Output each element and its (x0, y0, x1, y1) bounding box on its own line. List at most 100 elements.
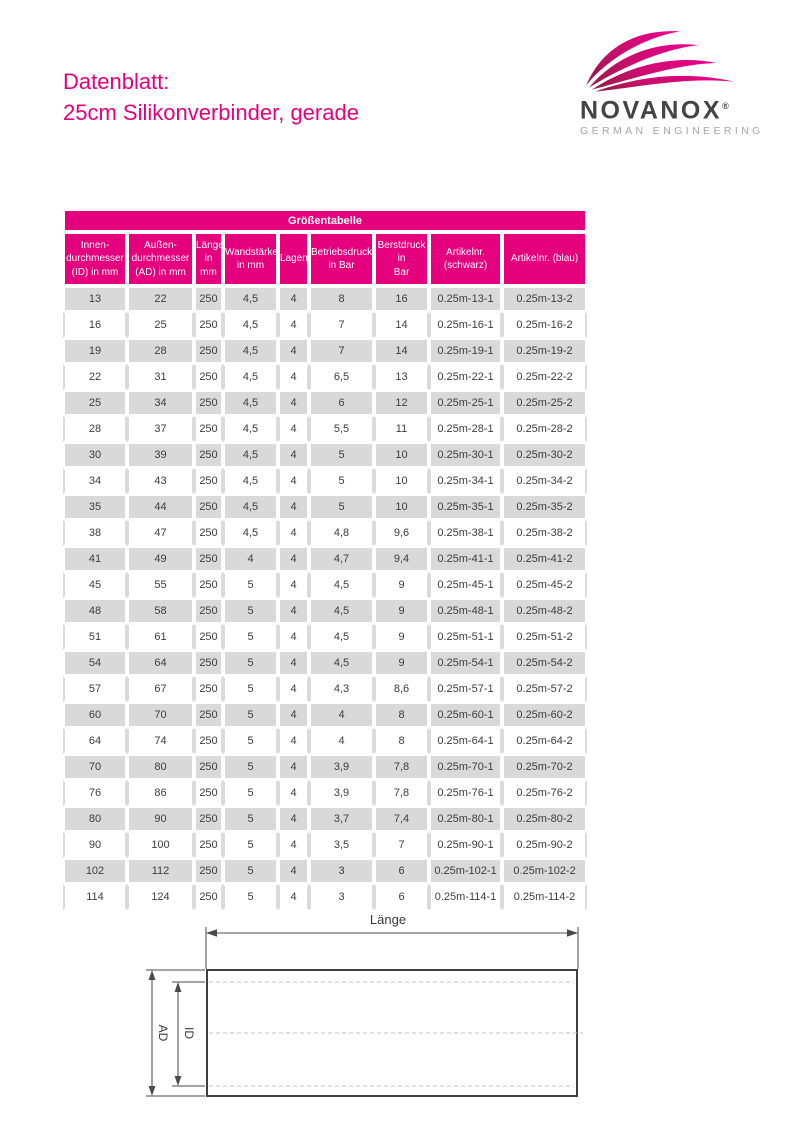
table-cell: 0.25m-60-1 (429, 702, 502, 728)
table-cell: 12 (374, 390, 429, 416)
logo-wordmark: NOVANOX® (580, 93, 756, 123)
table-cell: 4,5 (223, 494, 278, 520)
table-cell: 250 (194, 390, 223, 416)
table-cell: 4,3 (309, 676, 374, 702)
table-cell: 0.25m-57-1 (429, 676, 502, 702)
table-cell: 250 (194, 598, 223, 624)
table-cell: 16 (63, 312, 127, 338)
table-cell: 76 (63, 780, 127, 806)
table-cell: 250 (194, 364, 223, 390)
table-cell: 0.25m-60-2 (502, 702, 588, 728)
column-header: Lagen (278, 232, 309, 286)
table-cell: 250 (194, 728, 223, 754)
table-cell: 0.25m-76-2 (502, 780, 588, 806)
table-cell: 4 (278, 624, 309, 650)
table-row: 70 80 250 5 4 3,9 7,8 0.25m-70-1 0.25m-70-2 (63, 754, 588, 780)
table-row: 28 37 250 4,5 4 5,5 11 0.25m-28-1 0.25m-28-2 (63, 416, 588, 442)
table-cell: 4 (278, 650, 309, 676)
table-cell: 250 (194, 442, 223, 468)
table-cell: 0.25m-38-2 (502, 520, 588, 546)
table-cell: 19 (63, 338, 127, 364)
table-cell: 4,7 (309, 546, 374, 572)
table-cell: 0.25m-90-2 (502, 832, 588, 858)
table-cell: 4 (278, 494, 309, 520)
table-row: 102 112 250 5 4 3 6 0.25m-102-1 0.25m-102-2 (63, 858, 588, 884)
logo-brand-text: NOVANOX (580, 96, 723, 125)
table-cell: 10 (374, 494, 429, 520)
table-row: 90 100 250 5 4 3,5 7 0.25m-90-1 0.25m-90-2 (63, 832, 588, 858)
table-cell: 4 (223, 546, 278, 572)
table-cell: 0.25m-28-1 (429, 416, 502, 442)
table-row: 34 43 250 4,5 4 5 10 0.25m-34-1 0.25m-34-2 (63, 468, 588, 494)
table-cell: 10 (374, 442, 429, 468)
table-cell: 13 (63, 286, 127, 312)
table-row: 57 67 250 5 4 4,3 8,6 0.25m-57-1 0.25m-57-2 (63, 676, 588, 702)
table-cell: 5 (309, 494, 374, 520)
table-cell: 5 (223, 624, 278, 650)
table-row: 35 44 250 4,5 4 5 10 0.25m-35-1 0.25m-35-2 (63, 494, 588, 520)
table-cell: 250 (194, 624, 223, 650)
table-cell: 13 (374, 364, 429, 390)
table-cell: 250 (194, 312, 223, 338)
table-cell: 0.25m-28-2 (502, 416, 588, 442)
table-cell: 4 (278, 676, 309, 702)
table-cell: 7 (374, 832, 429, 858)
table-cell: 0.25m-41-2 (502, 546, 588, 572)
table-cell: 25 (127, 312, 194, 338)
table-cell: 5 (309, 442, 374, 468)
table-row: 13 22 250 4,5 4 8 16 0.25m-13-1 0.25m-13-2 (63, 286, 588, 312)
table-cell: 250 (194, 676, 223, 702)
table-cell: 4 (278, 598, 309, 624)
table-cell: 10 (374, 468, 429, 494)
table-cell: 4 (278, 702, 309, 728)
table-row: 60 70 250 5 4 4 8 0.25m-60-1 0.25m-60-2 (63, 702, 588, 728)
table-cell: 5 (223, 572, 278, 598)
table-row: 54 64 250 5 4 4,5 9 0.25m-54-1 0.25m-54-2 (63, 650, 588, 676)
table-cell: 0.25m-70-2 (502, 754, 588, 780)
table-cell: 250 (194, 286, 223, 312)
table-cell: 0.25m-114-2 (502, 884, 588, 910)
table-row: 38 47 250 4,5 4 4,8 9,6 0.25m-38-1 0.25m-38-2 (63, 520, 588, 546)
table-cell: 250 (194, 572, 223, 598)
table-cell: 0.25m-22-2 (502, 364, 588, 390)
table-cell: 58 (127, 598, 194, 624)
table-cell: 28 (63, 416, 127, 442)
table-cell: 250 (194, 546, 223, 572)
table-cell: 60 (63, 702, 127, 728)
table-cell: 4 (278, 806, 309, 832)
table-cell: 55 (127, 572, 194, 598)
table-cell: 0.25m-114-1 (429, 884, 502, 910)
table-cell: 250 (194, 754, 223, 780)
table-cell: 25 (63, 390, 127, 416)
logo-swoosh-icon (585, 31, 735, 92)
arrowhead-left-icon (206, 929, 217, 937)
table-cell: 5 (223, 832, 278, 858)
table-cell: 4 (278, 312, 309, 338)
table-cell: 0.25m-25-2 (502, 390, 588, 416)
id-dimension-line (172, 981, 205, 1087)
dimension-diagram: Länge AD (146, 912, 583, 1097)
column-header: Betriebsdruck in Bar (309, 232, 374, 286)
arrowhead-right-icon (567, 929, 578, 937)
logo-tagline: GERMAN ENGINEERING (580, 125, 764, 138)
table-cell: 0.25m-30-2 (502, 442, 588, 468)
table-cell: 35 (63, 494, 127, 520)
table-row: 30 39 250 4,5 4 5 10 0.25m-30-1 0.25m-30-2 (63, 442, 588, 468)
id-label: ID (182, 1027, 196, 1039)
table-cell: 14 (374, 338, 429, 364)
table-cell: 4 (278, 546, 309, 572)
table-row: 80 90 250 5 4 3,7 7,4 0.25m-80-1 0.25m-80-2 (63, 806, 588, 832)
table-cell: 250 (194, 702, 223, 728)
table-cell: 250 (194, 338, 223, 364)
table-cell: 250 (194, 416, 223, 442)
table-cell: 0.25m-35-1 (429, 494, 502, 520)
table-cell: 38 (63, 520, 127, 546)
table-cell: 39 (127, 442, 194, 468)
column-header: Innen-durchmesser (ID) in mm (63, 232, 127, 286)
table-cell: 0.25m-25-1 (429, 390, 502, 416)
table-cell: 0.25m-90-1 (429, 832, 502, 858)
table-cell: 4 (278, 754, 309, 780)
table-cell: 102 (63, 858, 127, 884)
table-cell: 16 (374, 286, 429, 312)
table-cell: 250 (194, 468, 223, 494)
